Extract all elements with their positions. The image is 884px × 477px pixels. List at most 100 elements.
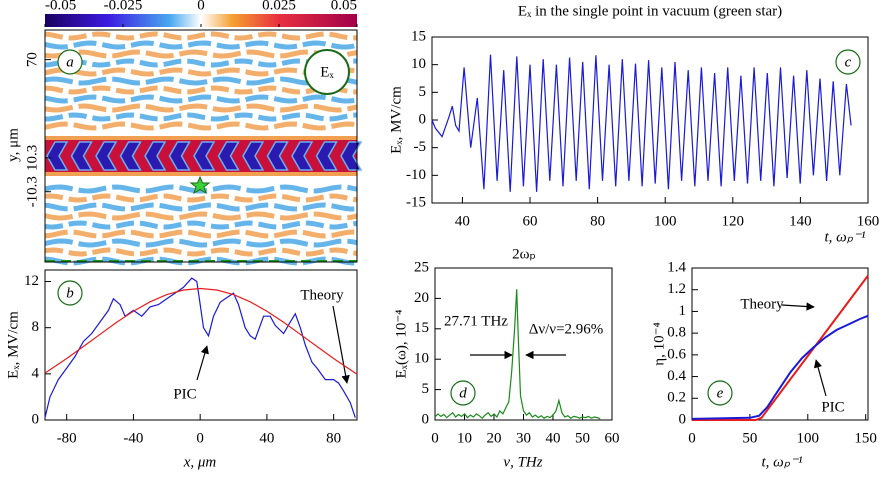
y-tick-label: 20 bbox=[414, 290, 429, 306]
panel-badge bbox=[835, 49, 861, 75]
field-stripe bbox=[44, 247, 358, 257]
y-tick-label: 10 bbox=[411, 56, 426, 72]
field-stripe bbox=[44, 49, 358, 59]
field-stripe bbox=[44, 40, 358, 50]
series-line bbox=[431, 54, 852, 192]
x-tick-label: 30 bbox=[516, 430, 531, 446]
field-chevron bbox=[315, 141, 338, 171]
x-tick-label: 20 bbox=[487, 430, 502, 446]
series-line bbox=[44, 277, 356, 418]
x-axis-label: t, ωₚ⁻¹ bbox=[761, 454, 803, 470]
field-stripe bbox=[44, 184, 358, 194]
field-chevron bbox=[340, 141, 363, 171]
annotation: 27.71 THz bbox=[444, 313, 508, 329]
x-axis-label: t, ωₚ⁻¹ bbox=[824, 229, 866, 245]
colorbar-tick-label: 0.025 bbox=[262, 0, 296, 13]
series-label: PIC bbox=[821, 399, 844, 415]
y-tick-label: -5 bbox=[414, 139, 427, 155]
series-label: Theory bbox=[740, 296, 784, 312]
y-tick-label: 0 bbox=[422, 411, 430, 427]
x-tick-label: 60 bbox=[605, 430, 620, 446]
x-tick-label: 60 bbox=[523, 213, 538, 229]
field-stripe bbox=[44, 103, 358, 113]
field-band-edge bbox=[45, 172, 357, 176]
field-chevron bbox=[291, 141, 314, 171]
field-chevron bbox=[70, 141, 93, 171]
x-tick-label: 40 bbox=[546, 430, 561, 446]
x-tick-label: 0 bbox=[196, 430, 204, 446]
y-axis-label: Eₓ, MV/cm bbox=[388, 86, 404, 154]
series-line bbox=[44, 287, 358, 375]
field-stripe bbox=[44, 76, 358, 86]
y-tick-label: 1.4 bbox=[667, 259, 686, 275]
y-tick-label: 10 bbox=[414, 351, 429, 367]
colorbar-tick-label: -0.025 bbox=[104, 0, 143, 13]
panel-badge bbox=[57, 280, 83, 306]
field-chevron bbox=[95, 141, 118, 171]
y-axis-label: η, 10⁻⁴ bbox=[651, 322, 667, 366]
y-tick-label: 0.2 bbox=[667, 390, 686, 406]
panel-badge bbox=[707, 380, 733, 406]
x-tick-label: 10 bbox=[457, 430, 472, 446]
x-tick-label: 80 bbox=[326, 430, 341, 446]
y-tick-label: 1 bbox=[679, 303, 687, 319]
panel-label: d bbox=[459, 385, 467, 401]
x-tick-label: 80 bbox=[590, 213, 605, 229]
field-stripe bbox=[44, 193, 358, 203]
field-stripe bbox=[44, 121, 358, 131]
plot-frame bbox=[44, 29, 358, 263]
field-chevron bbox=[168, 141, 191, 171]
series-label: Theory bbox=[300, 287, 344, 303]
y-axis-label: Eₓ(ω), 10⁻⁴ bbox=[393, 309, 409, 378]
panel-label: c bbox=[845, 54, 852, 70]
field-chevron bbox=[144, 141, 167, 171]
field-stripe bbox=[44, 94, 358, 104]
field-label: Eₓ bbox=[320, 64, 334, 80]
panel-badge bbox=[57, 49, 83, 75]
x-tick-label: 50 bbox=[742, 430, 757, 446]
x-tick-label: 0 bbox=[431, 430, 439, 446]
annotation: 2ωₚ bbox=[512, 246, 536, 262]
field-stripe bbox=[44, 202, 358, 212]
y-tick-label: -10 bbox=[406, 167, 426, 183]
y-tick-label: 0.8 bbox=[667, 325, 686, 341]
y-tick-label: 0 bbox=[419, 111, 427, 127]
colorbar-tick-label: 0.05 bbox=[331, 0, 357, 13]
panel-label: e bbox=[717, 385, 724, 401]
series-label: PIC bbox=[173, 386, 196, 402]
y-tick-label: 0.4 bbox=[667, 368, 686, 384]
probe-star bbox=[189, 175, 211, 195]
x-tick-label: 50 bbox=[575, 430, 590, 446]
y-tick-label: 25 bbox=[414, 259, 429, 275]
field-chevron bbox=[266, 141, 289, 171]
field-badge bbox=[304, 49, 350, 95]
y-tick-label: 8 bbox=[32, 319, 40, 335]
panel-label: b bbox=[66, 285, 74, 301]
y-tick-label: 12 bbox=[24, 273, 39, 289]
annotation: Δν/ν=2.96% bbox=[529, 321, 604, 337]
panel-badge bbox=[450, 380, 476, 406]
field-stripe bbox=[44, 211, 358, 221]
panel-label: a bbox=[66, 54, 74, 70]
x-axis-label: x, μm bbox=[183, 454, 217, 470]
field-stripe bbox=[44, 112, 358, 122]
field-stripe bbox=[44, 85, 358, 95]
series-line bbox=[434, 289, 601, 420]
x-tick-label: 120 bbox=[722, 213, 745, 229]
y-tick-label: 5 bbox=[419, 84, 427, 100]
field-chevron bbox=[119, 141, 142, 171]
y-tick-label: 0 bbox=[32, 411, 40, 427]
y-tick-label: -10.3 bbox=[24, 176, 40, 207]
field-stripe bbox=[44, 238, 358, 248]
x-tick-label: 40 bbox=[259, 430, 274, 446]
x-tick-label: -80 bbox=[57, 430, 77, 446]
x-tick-label: 100 bbox=[797, 430, 820, 446]
y-tick-label: 10.3 bbox=[24, 145, 40, 171]
field-stripe bbox=[44, 31, 358, 41]
y-tick-label: 1.2 bbox=[667, 281, 686, 297]
field-chevron bbox=[242, 141, 265, 171]
plot-frame bbox=[44, 269, 358, 421]
x-tick-label: 0 bbox=[688, 430, 696, 446]
colorbar bbox=[45, 14, 357, 27]
